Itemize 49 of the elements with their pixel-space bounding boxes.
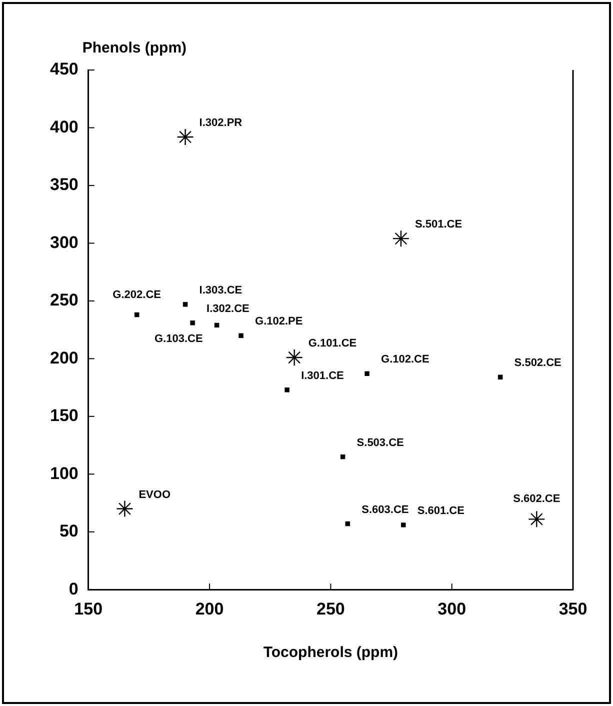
y-axis-title: Phenols (ppm) — [82, 40, 187, 57]
y-tick-label: 100 — [50, 464, 78, 483]
point — [528, 510, 546, 528]
y-tick-label: 400 — [50, 117, 78, 136]
point — [392, 230, 410, 248]
point — [116, 500, 134, 518]
point — [364, 371, 370, 376]
annotation: EVOO — [138, 488, 171, 501]
point — [238, 333, 244, 338]
x-tick-label: 200 — [195, 599, 224, 618]
point — [345, 521, 350, 526]
annotation: S.503.CE — [356, 436, 404, 449]
y-tick-label: 50 — [59, 522, 78, 541]
x-axis-title: Tocopherols (ppm) — [263, 644, 398, 662]
x-tick-label: 150 — [74, 599, 103, 618]
point — [176, 128, 194, 146]
point — [340, 454, 346, 460]
annotation: G.202.CE — [112, 288, 161, 301]
point — [134, 312, 140, 318]
annotation: I.302.PR — [199, 117, 242, 129]
y-tick-label: 200 — [50, 348, 78, 368]
x-tick-label: 250 — [316, 599, 345, 618]
y-tick-label: 450 — [50, 60, 78, 79]
point — [182, 302, 188, 307]
y-tick-label: 0 — [68, 579, 78, 598]
point — [498, 374, 503, 380]
annotation: S.603.CE — [362, 504, 409, 516]
y-tick-label: 300 — [50, 232, 78, 252]
point — [214, 322, 220, 328]
point — [401, 522, 406, 528]
y-tick-label: 250 — [50, 290, 78, 310]
annotation: S.502.CE — [514, 357, 562, 370]
annotation: I.302.CE — [206, 302, 250, 315]
annotation: I.301.CE — [301, 370, 344, 382]
annotation: G.102.PE — [255, 316, 303, 328]
x-tick-label: 350 — [558, 599, 588, 618]
y-tick-label: 350 — [50, 175, 78, 194]
point — [190, 320, 195, 326]
point — [286, 348, 303, 366]
point — [284, 387, 290, 392]
annotation: G.102.CE — [381, 354, 430, 366]
annotation: I.303.CE — [199, 284, 242, 296]
annotation: S.602.CE — [513, 493, 560, 506]
annotation: S.501.CE — [414, 218, 462, 231]
annotation: S.601.CE — [417, 504, 464, 517]
x-tick-label: 300 — [438, 599, 466, 618]
y-tick-label: 150 — [50, 406, 78, 426]
annotation: G.101.CE — [308, 338, 357, 350]
annotation: G.103.CE — [154, 333, 203, 346]
